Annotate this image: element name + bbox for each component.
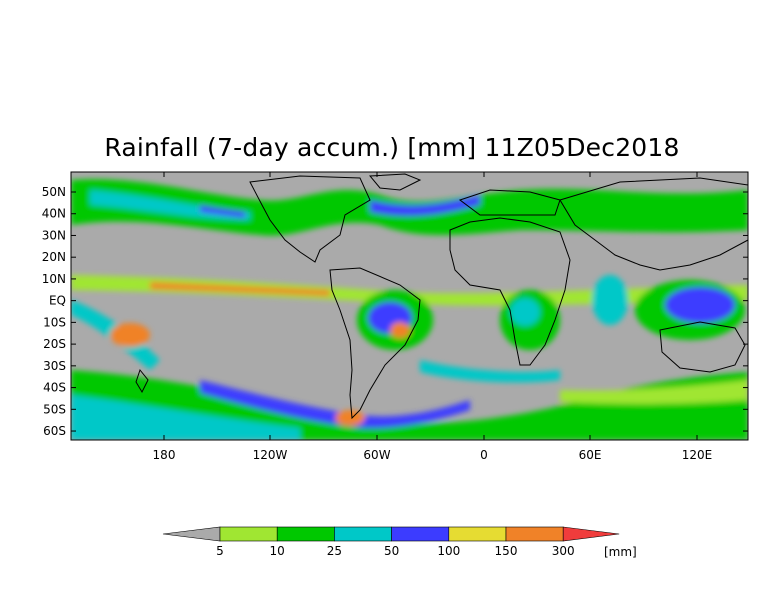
- lat-label: 40N: [42, 207, 66, 221]
- lat-label: 60S: [43, 424, 66, 438]
- lat-label: 30S: [43, 359, 66, 373]
- legend-swatch: [276, 526, 335, 542]
- legend-swatch-below: [162, 526, 221, 542]
- lon-label: 60W: [363, 448, 390, 462]
- lat-label: EQ: [49, 294, 66, 308]
- lon-label: 120W: [253, 448, 288, 462]
- lat-label: 20S: [43, 337, 66, 351]
- legend-threshold-label: 300: [552, 544, 575, 558]
- lat-label: 50S: [43, 402, 66, 416]
- lat-label: 30N: [42, 228, 66, 242]
- legend-swatch: [505, 526, 564, 542]
- coastlines: [135, 173, 748, 420]
- map-title: Rainfall (7-day accum.) [mm] 11Z05Dec201…: [104, 133, 680, 162]
- colorbar-legend: 5 10 25 50 100 150 300: [162, 526, 620, 558]
- legend-swatch: [391, 526, 450, 542]
- legend-unit-label: [mm]: [604, 545, 637, 559]
- legend-swatch-above: [562, 526, 620, 542]
- lon-label: 0: [480, 448, 488, 462]
- legend-threshold-label: 5: [216, 544, 224, 558]
- lat-label: 50N: [42, 185, 66, 199]
- legend-threshold-label: 100: [437, 544, 460, 558]
- map-frame: [70, 171, 749, 441]
- legend-threshold-label: 10: [270, 544, 285, 558]
- lat-label: 40S: [43, 381, 66, 395]
- legend-swatch: [219, 526, 278, 542]
- legend-threshold-label: 25: [327, 544, 342, 558]
- legend-threshold-label: 150: [495, 544, 518, 558]
- legend-threshold-label: 50: [384, 544, 399, 558]
- lon-label: 120E: [682, 448, 713, 462]
- latitude-axis: 50N 40N 30N 20N 10N EQ 10S 20S 30S 40S 50S 60S: [42, 185, 748, 438]
- legend-swatch: [448, 526, 507, 542]
- legend-swatch: [334, 526, 392, 542]
- lat-label: 10S: [43, 315, 66, 329]
- lat-label: 20N: [42, 250, 66, 264]
- lon-label: 60E: [579, 448, 602, 462]
- map-panel: [71, 172, 748, 440]
- lon-label: 180: [153, 448, 176, 462]
- lat-label: 10N: [42, 272, 66, 286]
- longitude-axis: 180 120W 60W 0 60E 120E: [153, 172, 713, 462]
